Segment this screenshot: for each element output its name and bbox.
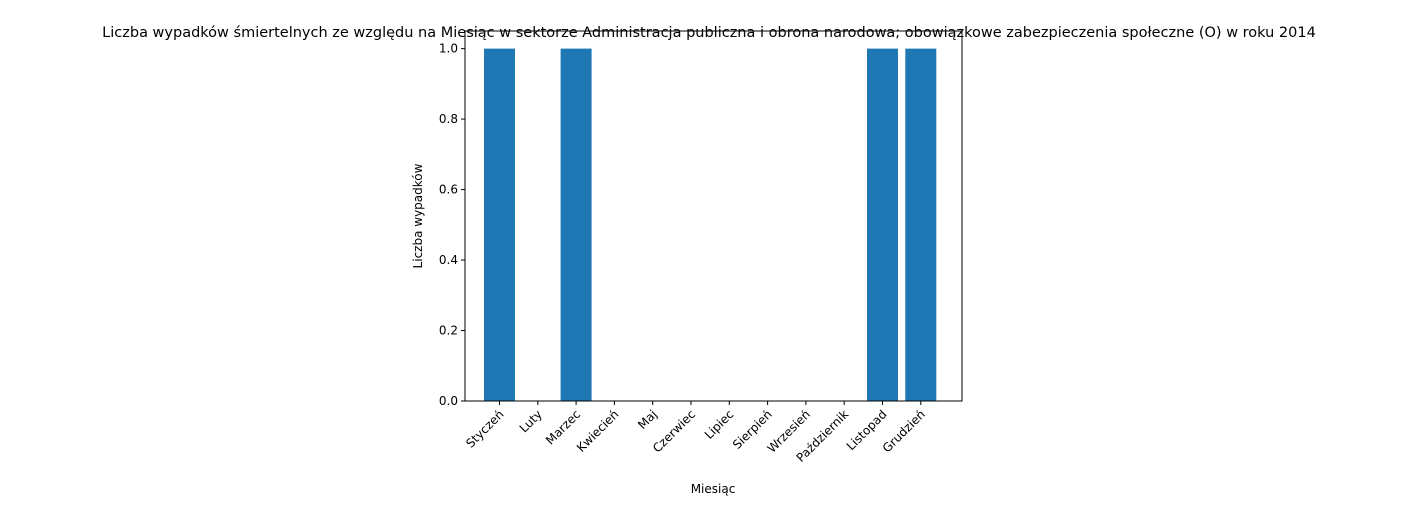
bar-0 xyxy=(484,48,515,401)
y-tick-label: 1.0 xyxy=(439,42,458,56)
y-tick-label: 0.0 xyxy=(439,394,458,408)
x-tick-label: Luty xyxy=(517,407,545,435)
x-tick-label: Kwiecień xyxy=(574,407,622,455)
y-axis-label: Liczba wypadków xyxy=(411,163,425,268)
bar-11 xyxy=(905,48,937,401)
x-axis-label: Miesiąc xyxy=(691,482,736,496)
bar-10 xyxy=(867,48,898,401)
x-tick-label: Lipiec xyxy=(702,407,737,442)
y-tick-label: 0.4 xyxy=(439,253,458,267)
y-tick-label: 0.6 xyxy=(439,183,458,197)
y-axis: 0.0 0.2 0.4 0.6 0.8 1.0 xyxy=(439,42,465,408)
plot-frame xyxy=(464,30,963,402)
bar-2 xyxy=(560,48,592,401)
x-tick-label: Czerwiec xyxy=(650,407,698,455)
x-tick-label: Grudzień xyxy=(880,407,928,455)
bars-group xyxy=(484,48,937,401)
y-tick-label: 0.8 xyxy=(439,112,458,126)
chart-title: Liczba wypadków śmiertelnych ze względu … xyxy=(102,25,1316,41)
x-tick-label: Styczeń xyxy=(463,407,506,450)
x-tick-label: Maj xyxy=(635,407,660,432)
y-tick-label: 0.2 xyxy=(439,324,458,338)
